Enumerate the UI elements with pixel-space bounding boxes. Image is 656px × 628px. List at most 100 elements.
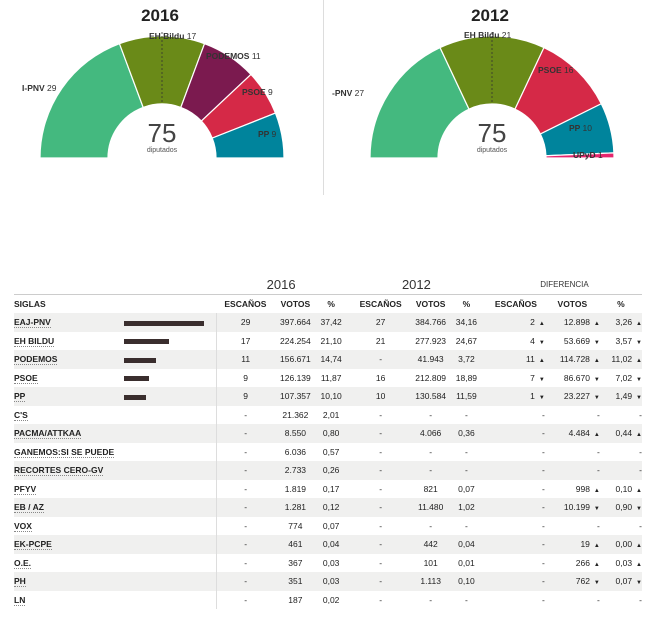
- party-name: UPyD: [573, 150, 598, 160]
- votes-2012: 11.480: [417, 502, 444, 513]
- arrow-up-icon: ▲: [593, 543, 600, 550]
- party-name: EAJ-PNV: [14, 313, 124, 332]
- table-row-vox: VOX - 774 0,07 - - - - - -: [14, 516, 642, 536]
- votes-2016: 6.036: [284, 446, 307, 457]
- pct-diff: 3,57 ▼: [600, 332, 643, 351]
- seats-2016: -: [216, 461, 275, 480]
- seats-2016: 9: [216, 368, 275, 387]
- vote-bar-cell: [124, 443, 217, 462]
- party-name: PP: [258, 129, 272, 139]
- diff-value: 0,00: [615, 539, 633, 550]
- diff-value: 114.728: [559, 354, 590, 365]
- seats-2016: -: [216, 590, 275, 609]
- party-link[interactable]: PH: [14, 576, 26, 588]
- votes-2016: 1.819: [284, 483, 307, 494]
- pct-diff: -: [600, 443, 642, 462]
- party-seats: 16: [564, 65, 574, 75]
- party-link[interactable]: LN: [14, 594, 26, 606]
- votes-2016: 351: [288, 576, 303, 587]
- diff-value: 4.484: [568, 428, 590, 439]
- total-seats-number: 75: [148, 118, 177, 148]
- party-link[interactable]: EK-PCPE: [14, 539, 52, 551]
- diff-value: -: [541, 428, 545, 439]
- arrow-up-icon: ▲: [538, 358, 545, 365]
- pct-2012: 24,67: [455, 335, 478, 346]
- diff-value: 10.199: [563, 502, 590, 513]
- diff-value: -: [597, 520, 600, 531]
- diff-value: -: [541, 539, 545, 550]
- votes-2012: -: [429, 409, 433, 420]
- col-siglas: SIGLAS: [14, 298, 46, 309]
- vote-bar-cell: [124, 332, 217, 351]
- party-seats: 29: [47, 83, 57, 93]
- diff-value: 4: [530, 335, 535, 346]
- seats-diff: -: [487, 498, 545, 517]
- arrow-up-icon: ▲: [636, 358, 642, 365]
- party-link[interactable]: C'S: [14, 409, 28, 421]
- party-link[interactable]: GANEMOS:SI SE PUEDE: [14, 446, 115, 458]
- arrow-up-icon: ▲: [538, 321, 545, 328]
- diff-header: DIFERENCIA: [487, 275, 642, 295]
- seats-2016: -: [216, 572, 275, 591]
- votes-diff: 12.898 ▲: [545, 313, 600, 332]
- vote-bar-cell: [124, 406, 217, 425]
- pct-2016: 0,57: [322, 446, 340, 457]
- table-row-eh-bildu: EH BILDU 17 224.254 21,10 21 277.923 24,67 4 ▼ 53…: [14, 331, 643, 351]
- pct-diff: 3,26 ▲: [600, 313, 643, 332]
- party-name: PSOE: [14, 369, 124, 388]
- diff-value: 23.227: [563, 391, 590, 402]
- votes-2012: 101: [423, 557, 438, 568]
- votes-2016: 461: [288, 539, 303, 550]
- total-seats-label: diputados: [147, 147, 178, 154]
- party-link[interactable]: VOX: [14, 520, 32, 532]
- party-link[interactable]: PP: [14, 391, 26, 403]
- vote-share-bar: [124, 339, 170, 344]
- diff-value: -: [639, 446, 642, 457]
- party-link[interactable]: EB / AZ: [14, 502, 44, 514]
- votes-diff: 23.227 ▼: [545, 387, 600, 406]
- party-link[interactable]: PSOE: [14, 372, 38, 384]
- party-link[interactable]: PFYV: [14, 483, 37, 495]
- votes-diff: -: [545, 517, 600, 536]
- party-link[interactable]: PODEMOS: [14, 354, 58, 366]
- votes-2012: -: [429, 520, 433, 531]
- party-link[interactable]: PACMA/ATTKAA: [14, 428, 82, 440]
- seats-diff: 1 ▼: [487, 387, 545, 406]
- pct-2016: 10,10: [320, 391, 342, 402]
- party-link[interactable]: EAJ-PNV: [14, 317, 51, 329]
- votes-2016: 397.664: [280, 317, 311, 328]
- seat-sector-i-pnv: [39, 42, 144, 159]
- col-escanos-2012: ESCAÑOS: [359, 298, 402, 309]
- chart-2016: 2016 I-PNV 29 EH Bildu 17 PODEMOS 11 PSOE 9…: [0, 0, 320, 200]
- results-table: 2016 2012 DIFERENCIA SIGLAS ESCAÑOS VOTO…: [14, 275, 642, 609]
- votes-diff: 86.670 ▼: [545, 369, 600, 388]
- seats-2016: 17: [216, 331, 275, 350]
- seats-diff: 2 ▲: [487, 313, 545, 332]
- diff-value: 998: [575, 483, 590, 494]
- table-row-recortes-cero-gv: RECORTES CERO-GV -2.733 0,26- - - - - -: [14, 461, 642, 480]
- pct-diff: 7,02 ▼: [600, 369, 643, 388]
- party-seats: 10: [583, 123, 593, 133]
- party-link[interactable]: EH BILDU: [14, 335, 55, 347]
- arrow-down-icon: ▼: [593, 506, 600, 513]
- votes-2016: 367: [288, 557, 303, 568]
- party-link[interactable]: RECORTES CERO-GV: [14, 465, 104, 477]
- diff-value: 86.670: [563, 372, 590, 383]
- votes-2012: 384.766: [415, 317, 447, 328]
- party-name: -PNV: [332, 88, 355, 98]
- arrow-down-icon: ▼: [636, 580, 642, 587]
- vote-bar-cell: [124, 498, 217, 517]
- diff-value: -: [541, 409, 545, 420]
- diff-value: -: [639, 409, 642, 420]
- arrow-down-icon: ▼: [593, 339, 600, 346]
- votes-2012: 41.943: [417, 354, 444, 365]
- party-seats: 9: [268, 87, 273, 97]
- pct-diff: 0,44 ▲: [600, 424, 643, 443]
- diff-value: -: [597, 594, 600, 605]
- party-link[interactable]: O.E.: [14, 557, 32, 569]
- diff-value: -: [541, 502, 545, 513]
- seats-2012: 21: [375, 335, 386, 346]
- chart-year-title: 2012: [471, 6, 509, 25]
- pct-2016: 0,12: [322, 502, 340, 513]
- arrow-up-icon: ▲: [636, 321, 642, 328]
